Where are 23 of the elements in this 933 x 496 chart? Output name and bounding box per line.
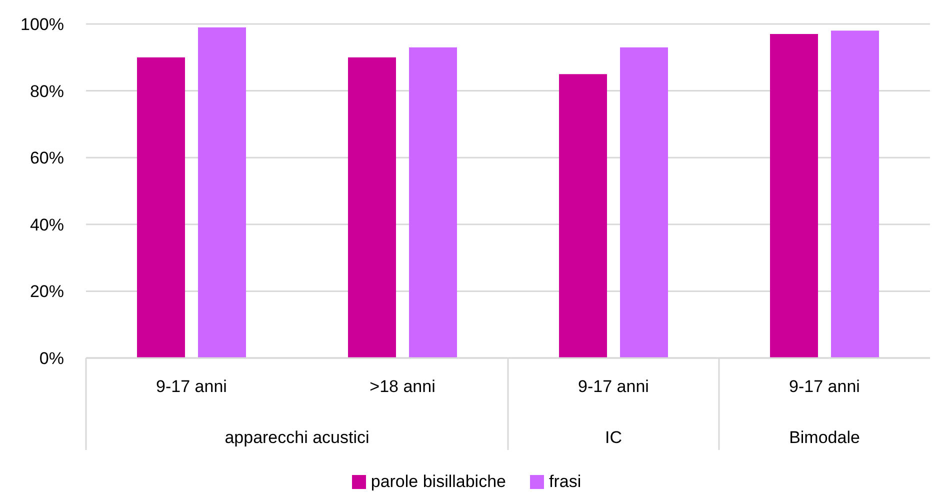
bar: [559, 74, 607, 358]
bar: [348, 57, 396, 358]
bar: [620, 47, 668, 358]
y-tick-label: 0%: [39, 349, 64, 368]
x-tick-label: 9-17 anni: [578, 377, 649, 396]
text: Bimodale: [789, 428, 860, 447]
y-tick-label: 40%: [30, 215, 64, 234]
text: IC: [605, 428, 622, 447]
x-tick-label: 9-17 anni: [156, 377, 227, 396]
y-tick-label: 100%: [20, 15, 64, 34]
y-tick-label: 60%: [30, 148, 64, 168]
legend-label: frasi: [549, 472, 582, 492]
bar: [831, 30, 879, 358]
bar: [409, 47, 457, 358]
x-tick-label: >18 anni: [370, 377, 436, 396]
text: apparecchi acustici: [224, 428, 370, 447]
x-tick-label: 9-17 anni: [789, 377, 860, 396]
y-tick-label: 20%: [30, 282, 64, 302]
bar: [198, 27, 246, 358]
bar: [137, 57, 185, 358]
legend-label: parole bisillabiche: [370, 472, 506, 492]
bar: [770, 34, 818, 358]
y-tick-label: 80%: [30, 82, 64, 101]
